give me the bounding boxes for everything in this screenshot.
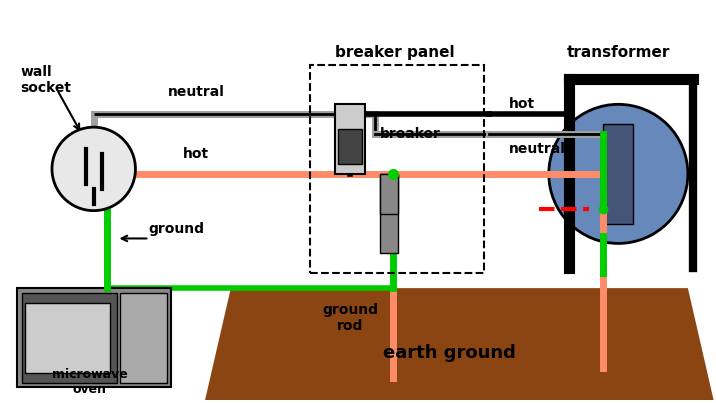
Circle shape [548,104,688,243]
Text: ground
rod: ground rod [322,303,378,333]
Bar [17,288,171,388]
Bar [335,104,365,174]
Bar [338,129,362,164]
Text: hot: hot [509,98,535,111]
Bar [310,64,484,273]
Circle shape [52,127,135,211]
Bar [25,303,110,373]
Text: neutral: neutral [509,142,566,156]
Bar [604,124,633,224]
Bar [380,174,398,214]
Text: neutral: neutral [168,85,225,100]
Text: ground: ground [148,222,204,235]
Text: wall
socket: wall socket [20,64,71,95]
Text: hot: hot [183,147,209,161]
Polygon shape [205,288,714,401]
Text: breaker: breaker [380,127,441,141]
Bar [380,174,398,253]
Bar [22,293,117,382]
Bar [120,293,168,382]
Text: transformer: transformer [566,45,670,60]
Text: earth ground: earth ground [383,344,516,362]
Text: microwave
oven: microwave oven [52,368,127,396]
Text: breaker panel: breaker panel [335,45,455,60]
